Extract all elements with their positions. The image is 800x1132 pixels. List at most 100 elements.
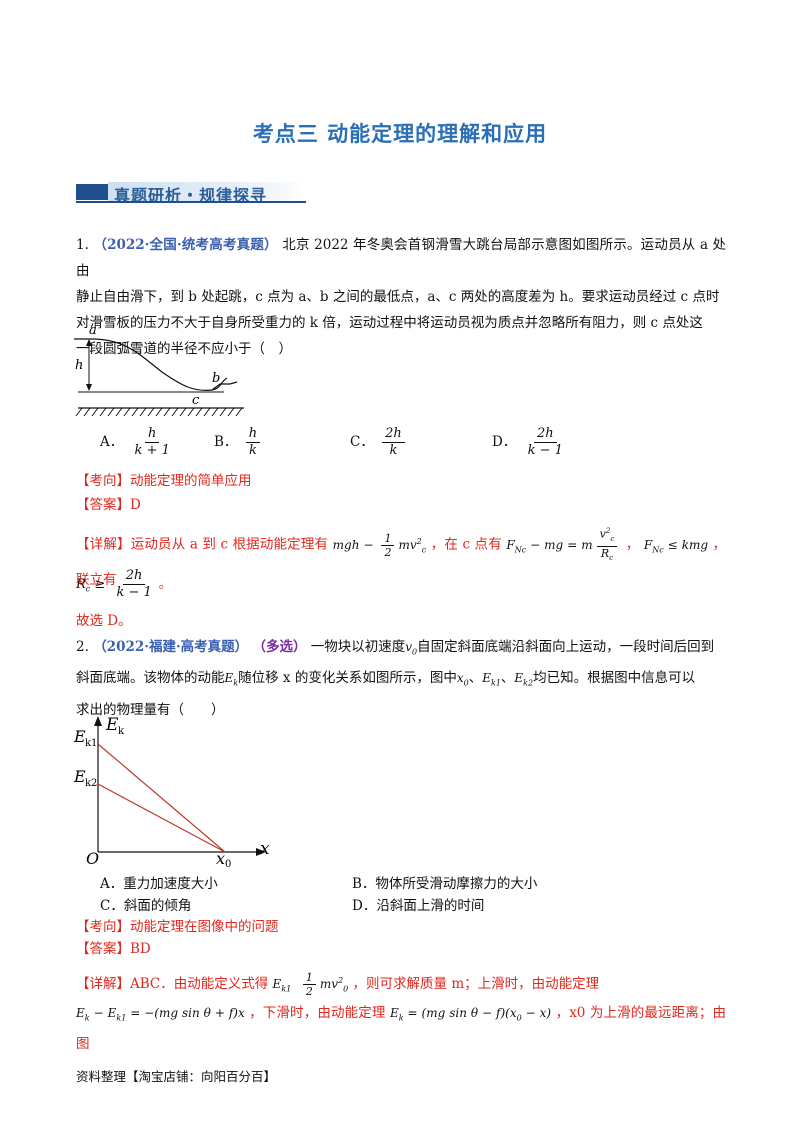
q1-eq3: F [643, 537, 653, 552]
option-a-den: k + 1 [134, 443, 170, 458]
q2-v0: v [405, 640, 413, 654]
label-a: a [89, 323, 97, 338]
q1-line-3: 对滑雪板的压力不大于自身所受重力的 k 倍，运动过程中将运动员视为质点并忽略所有… [76, 315, 703, 331]
svg-text:k1: k1 [85, 738, 97, 749]
banner-underline [76, 201, 306, 203]
q1-detail-part2: ，在 c 点有 [430, 536, 502, 553]
q1-kaoxiang-tag: 【考向】 [76, 473, 130, 489]
q2-option-c[interactable]: C．斜面的倾角 [100, 898, 192, 914]
page-footer: 资料整理【淘宝店铺：向阳百分百】 [76, 1069, 277, 1084]
q1-line-2: 静止自由滑下，到 b 处起跳，c 点为 a、b 之间的最低点，a、c 两处的高度… [76, 289, 720, 305]
q1-detail-part4: ，联立有 [76, 536, 727, 589]
q1-kaoxiang: 【考向】动能定理的简单应用 [76, 468, 726, 494]
q2-answer-text: BD [130, 941, 151, 957]
q2-detail-tag: 【详解】 [76, 976, 130, 992]
banner-accent-bar [76, 184, 108, 200]
option-b-label: B． [214, 434, 238, 450]
q2-option-b[interactable]: B．物体所受滑动摩擦力的大小 [352, 876, 538, 892]
option-a-num: h [145, 426, 160, 443]
label-ek2: E [73, 767, 86, 786]
q2-option-a[interactable]: A．重力加速度大小 [100, 876, 218, 892]
q1-eq1-left: mgh [332, 537, 360, 552]
option-c-den: k [389, 443, 398, 458]
q2-line-3: 求出的物理量有（ ） [76, 701, 225, 718]
q2-kaoxiang-text: 动能定理在图像中的问题 [130, 919, 279, 935]
svg-text:k: k [118, 726, 125, 737]
q2-detail-line2-end: ，x0 为上滑的最远距离；由图 [76, 1005, 727, 1053]
svg-text:k2: k2 [85, 778, 97, 789]
q1-answer: 【答案】D [76, 492, 726, 518]
option-c-num: 2h [382, 426, 405, 443]
page-title: 考点三 动能定理的理解和应用 [252, 122, 548, 146]
svg-text:0: 0 [225, 859, 231, 867]
section-banner: 真题研析・规律探寻 [76, 180, 308, 206]
q1-answer-tag: 【答案】 [76, 497, 130, 513]
q2-source: （2022·福建·高考真题） [93, 639, 249, 655]
q2-detail: 【详解】ABC．由动能定义式得 Ek1 1 2 mv20 ，则可求解质量 m；上滑时… [76, 971, 600, 998]
banner-text: 真题研析・规律探寻 [114, 186, 268, 205]
option-a-label: A． [100, 434, 124, 450]
q2-text-2a: 斜面底端。该物体的动能 [76, 670, 225, 687]
q1-kaoxiang-text: 动能定理的简单应用 [130, 473, 252, 489]
option-d-den: k − 1 [527, 443, 563, 458]
q2-detail-line2: Ek − Ek1 = −(mg sin θ + f)x ，下滑时，由动能定理 E… [76, 1005, 727, 1053]
question-2-text: 2. （2022·福建·高考真题） （多选） 一物块以初速度v0自固定斜面底端沿… [76, 634, 726, 723]
q1-option-d[interactable]: D． 2h k − 1 [492, 426, 570, 459]
question-1-text: 1. （2022·全国·统考高考真题） 北京 2022 年冬奥会首钢滑雪大跳台局… [76, 232, 726, 362]
label-x0: x [216, 849, 225, 867]
option-d-num: 2h [533, 426, 557, 443]
q1-detail-tag: 【详解】 [76, 536, 131, 553]
banner-background [108, 182, 308, 202]
q1-eq1-right: mv [398, 537, 417, 552]
option-b-num: h [245, 426, 261, 443]
label-origin: O [86, 849, 99, 867]
q1-number: 1. [76, 237, 89, 253]
q1-result-num: 2h [122, 568, 146, 585]
option-d-label: D． [492, 434, 517, 450]
q2-text-2d: 、 [500, 670, 515, 687]
q1-conclusion: 故选 D。 [76, 613, 132, 629]
q1-detail-part1: 运动员从 a 到 c 根据动能定理有 [130, 536, 329, 553]
q2-line-1: 2. （2022·福建·高考真题） （多选） 一物块以初速度v0自固定斜面底端沿… [76, 639, 715, 657]
q1-text-1: 北京 2022 年冬奥会首钢滑雪大跳台局部示意图如图所示。运动员从 a 处由 [76, 237, 727, 279]
q2-text-2b: 随位移 x 的变化关系如图所示，图中 [238, 670, 457, 687]
q1-line-4: 一段圆弧雪道的半径不应小于（ ） [76, 341, 292, 357]
label-ek1: E [73, 727, 86, 746]
q1-detail: 【详解】运动员从 a 到 c 根据动能定理有 mgh − 1 2 mv2c ，在 c… [76, 527, 727, 589]
q2-answer: 【答案】BD [76, 936, 726, 962]
q1-answer-text: D [130, 497, 141, 513]
q2-text-1b: 自固定斜面底端沿斜面向上运动，一段时间后回到 [417, 639, 715, 655]
q2-detail-part2: ，则可求解质量 m；上滑时，由动能定理 [352, 976, 600, 992]
axis-label-x: x [260, 839, 270, 859]
q2-line-2: 斜面底端。该物体的动能Ek随位移 x 的变化关系如图所示，图中x0、Ek1、Ek… [76, 670, 696, 688]
option-b-den: k [248, 443, 257, 458]
q2-text-2e: 均已知。根据图中信息可以 [533, 670, 696, 687]
q1-detail-part3: ， [625, 536, 640, 553]
q2-answer-tag: 【答案】 [76, 941, 130, 957]
q2-option-d[interactable]: D．沿斜面上滑的时间 [352, 898, 485, 914]
option-c-label: C． [350, 434, 374, 450]
q2-multi: （多选） [252, 639, 307, 655]
q2-number: 2. [76, 639, 89, 655]
q2-detail-part1: ABC．由动能定义式得 [130, 976, 269, 992]
q2-kaoxiang: 【考向】动能定理在图像中的问题 [76, 914, 726, 940]
axis-label-ek: E [105, 715, 119, 735]
q1-source: （2022·全国·统考高考真题） [93, 237, 278, 253]
label-c: c [192, 393, 200, 408]
q2-detail-line2-mid: ，下滑时，由动能定理 [249, 1005, 386, 1021]
q1-result-den: k − 1 [116, 585, 152, 600]
q1-line-1: 1. （2022·全国·统考高考真题） 北京 2022 年冬奥会首钢滑雪大跳台局… [76, 232, 726, 284]
q1-result-lhs: R [76, 577, 86, 592]
label-h: h [75, 358, 83, 373]
q2-text-2c: 、 [468, 670, 483, 687]
q1-result: Rc ≥ 2h k − 1。 [76, 568, 172, 600]
ski-jump-figure: a h c b [74, 323, 244, 417]
q2-kaoxiang-tag: 【考向】 [76, 919, 130, 935]
q1-eq2: F [506, 537, 515, 552]
ek-x-graph: E k E k1 E k2 O x 0 x [73, 715, 270, 867]
q1-option-c[interactable]: C． 2h k [350, 426, 409, 459]
label-b: b [212, 371, 220, 386]
q2-text-1a: 一物块以初速度 [310, 639, 406, 655]
